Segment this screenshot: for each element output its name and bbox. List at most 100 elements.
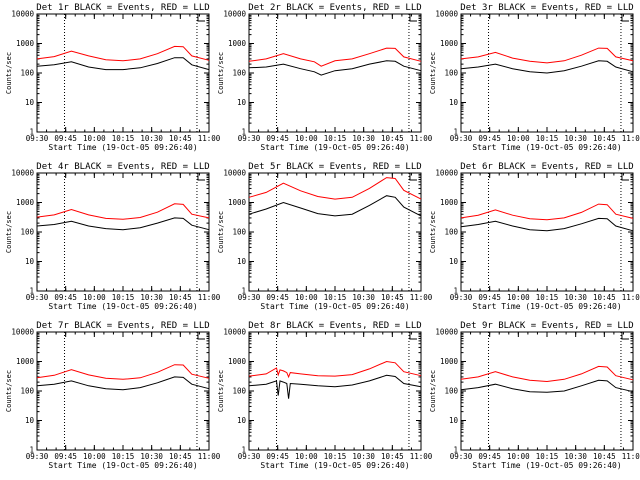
x-tick-label: 09:30 (26, 452, 49, 461)
y-tick-label: 10000 (223, 10, 246, 19)
y-tick-label: 1 (241, 287, 246, 296)
x-tick-label: 10:45 (381, 452, 404, 461)
y-tick-label: 1000 (16, 198, 35, 207)
chart-panel-2: Det 2r BLACK = Events, RED = LLD 1 10 100 10… (217, 3, 433, 152)
x-tick-label: 11:00 (198, 452, 221, 461)
x-tick-label: 10:30 (564, 452, 587, 461)
x-tick-label: 10:00 (83, 293, 106, 302)
y-tick-label: 1000 (228, 198, 247, 207)
series-line-events (460, 60, 634, 74)
y-tick-label: 100 (444, 228, 458, 237)
y-axis-label: Counts/sec (5, 370, 13, 412)
y-tick-label: 10000 (11, 328, 34, 337)
x-axis-label: Start Time (19-Oct-05 09:26:40) (48, 461, 197, 470)
chart-panel-5: Det 5r BLACK = Events, RED = LLD 1 10 100 10… (217, 162, 433, 311)
y-axis-label: Counts/sec (217, 211, 225, 253)
x-tick-label: 10:00 (295, 452, 318, 461)
series-line-lld (36, 364, 210, 380)
y-tick-label: 10 (25, 416, 35, 425)
y-tick-label: 10 (237, 257, 247, 266)
y-axis-label: Counts/sec (429, 370, 437, 412)
x-axis-label: Start Time (19-Oct-05 09:26:40) (48, 302, 197, 311)
x-tick-label: 09:45 (478, 134, 501, 143)
plot-frame (460, 331, 634, 451)
x-tick-label: 11:00 (198, 293, 221, 302)
chart-title: Det 2r BLACK = Events, RED = LLD (248, 3, 421, 13)
series-line-events (36, 57, 210, 71)
x-tick-label: 10:15 (536, 452, 559, 461)
chart-title: Det 3r BLACK = Events, RED = LLD (460, 3, 633, 13)
chart-title: Det 9r BLACK = Events, RED = LLD (460, 321, 633, 331)
x-tick-label: 10:45 (381, 134, 404, 143)
x-tick-label: 11:00 (410, 134, 433, 143)
x-tick-label: 10:15 (324, 293, 347, 302)
x-tick-label: 11:00 (622, 134, 640, 143)
marker-bracket (197, 14, 205, 22)
marker-bracket (409, 14, 417, 22)
y-tick-label: 10000 (435, 169, 458, 178)
x-tick-label: 09:45 (266, 293, 289, 302)
x-tick-label: 09:45 (266, 452, 289, 461)
x-tick-label: 10:15 (112, 134, 135, 143)
x-tick-label: 09:45 (478, 452, 501, 461)
x-tick-label: 11:00 (410, 293, 433, 302)
y-tick-label: 1 (453, 287, 458, 296)
x-tick-label: 10:30 (352, 293, 375, 302)
chart-panel-9: Det 9r BLACK = Events, RED = LLD 1 10 100 10… (429, 321, 640, 470)
x-tick-label: 10:45 (381, 293, 404, 302)
x-tick-label: 10:30 (140, 134, 163, 143)
y-axis-label: Counts/sec (217, 370, 225, 412)
x-tick-label: 09:30 (238, 293, 261, 302)
x-tick-label: 09:45 (54, 134, 77, 143)
x-axis-label: Start Time (19-Oct-05 09:26:40) (472, 461, 621, 470)
chart-title: Det 7r BLACK = Events, RED = LLD (36, 321, 209, 331)
y-tick-label: 100 (232, 387, 246, 396)
y-tick-label: 100 (232, 69, 246, 78)
y-tick-label: 1000 (228, 39, 247, 48)
plot-frame (248, 172, 422, 292)
series-line-lld (248, 360, 422, 379)
x-tick-label: 10:00 (295, 134, 318, 143)
series-line-lld (36, 203, 210, 220)
y-tick-label: 10 (449, 257, 459, 266)
x-tick-label: 11:00 (198, 134, 221, 143)
y-tick-label: 10000 (11, 10, 34, 19)
x-tick-label: 09:30 (450, 293, 473, 302)
x-tick-label: 10:15 (112, 293, 135, 302)
chart-title: Det 5r BLACK = Events, RED = LLD (248, 162, 421, 172)
y-tick-label: 100 (20, 387, 34, 396)
y-tick-label: 10000 (11, 169, 34, 178)
y-tick-label: 1 (453, 128, 458, 137)
x-axis-label: Start Time (19-Oct-05 09:26:40) (48, 143, 197, 152)
series-line-lld (248, 47, 422, 67)
chart-panel-8: Det 8r BLACK = Events, RED = LLD 1 10 100 10… (217, 321, 433, 470)
chart-panel-3: Det 3r BLACK = Events, RED = LLD 1 10 100 10… (429, 3, 640, 152)
series-line-lld (36, 45, 210, 62)
marker-bracket (409, 332, 417, 340)
y-tick-label: 10000 (223, 169, 246, 178)
chart-panel-6: Det 6r BLACK = Events, RED = LLD 1 10 100 10… (429, 162, 640, 311)
chart-title: Det 1r BLACK = Events, RED = LLD (36, 3, 209, 13)
x-tick-label: 10:45 (593, 452, 616, 461)
x-axis-label: Start Time (19-Oct-05 09:26:40) (260, 302, 409, 311)
x-tick-label: 10:00 (507, 293, 530, 302)
x-tick-label: 10:45 (169, 293, 192, 302)
y-tick-label: 1 (29, 128, 34, 137)
x-tick-label: 09:45 (478, 293, 501, 302)
x-tick-label: 10:15 (324, 134, 347, 143)
x-tick-label: 09:30 (238, 452, 261, 461)
series-line-lld (248, 177, 422, 200)
x-axis-label: Start Time (19-Oct-05 09:26:40) (472, 143, 621, 152)
x-tick-label: 10:30 (140, 293, 163, 302)
x-tick-label: 10:00 (507, 134, 530, 143)
x-tick-label: 10:00 (507, 452, 530, 461)
y-tick-label: 10000 (435, 328, 458, 337)
y-tick-label: 10 (25, 98, 35, 107)
x-tick-label: 11:00 (622, 293, 640, 302)
x-tick-label: 10:30 (140, 452, 163, 461)
x-tick-label: 09:30 (450, 452, 473, 461)
x-axis-label: Start Time (19-Oct-05 09:26:40) (260, 461, 409, 470)
plot-frame (248, 331, 422, 451)
x-tick-label: 10:45 (593, 134, 616, 143)
